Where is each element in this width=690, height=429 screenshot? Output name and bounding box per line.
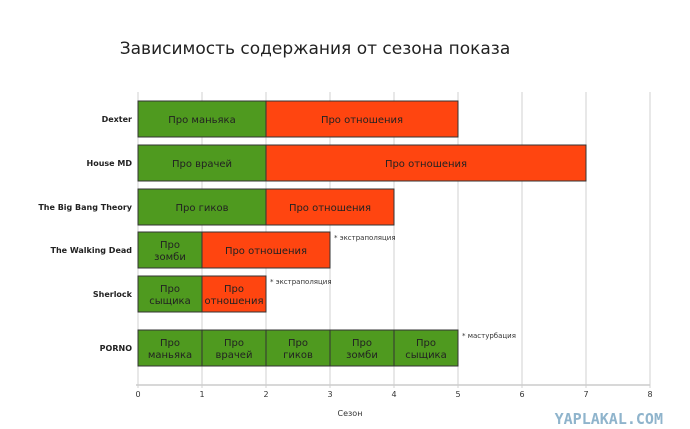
bar-segment [201, 329, 267, 367]
category-label: House MD [87, 159, 133, 168]
bar-segment-label: Про сыщика [405, 338, 446, 361]
annotation-note: * экстраполяция [334, 234, 396, 242]
bar-segment-label: Про отношения [205, 284, 264, 307]
category-label: The Big Bang Theory [38, 203, 132, 212]
bar-segment [265, 100, 459, 138]
bar-segment [137, 188, 267, 226]
x-tick-label: 2 [263, 390, 268, 399]
x-tick-label: 4 [391, 390, 396, 399]
bar-segment [137, 329, 203, 367]
category-label: PORNO [100, 344, 133, 353]
bar-segment-label: Про отношения [289, 203, 371, 214]
watermark: YAPLAKAL.COM [555, 410, 663, 428]
x-tick-label: 0 [135, 390, 140, 399]
x-tick-label: 3 [327, 390, 332, 399]
bar-segment-label: Про зомби [346, 338, 378, 361]
bar-segment-label: Про сыщика [149, 284, 190, 307]
bar-segment-label: Про маньяка [168, 115, 235, 126]
category-label: Dexter [102, 115, 132, 124]
bar-segment [137, 144, 267, 182]
bar-segment-label: Про маньяка [148, 338, 192, 361]
bar-segment-label: Про гиков [283, 338, 313, 361]
bar-segment-label: Про отношения [321, 115, 403, 126]
bar-segment [201, 231, 331, 269]
bar-segment [265, 188, 395, 226]
x-tick-label: 1 [199, 390, 204, 399]
bar-segment [393, 329, 459, 367]
x-axis-label: Сезон [338, 409, 363, 418]
bar-segment-label: Про врачей [216, 338, 253, 361]
x-tick-label: 8 [647, 390, 652, 399]
x-tick-label: 6 [519, 390, 524, 399]
bar-segment [201, 275, 267, 313]
annotation-note: * мастурбация [462, 332, 516, 340]
bar-segment-label: Про отношения [225, 246, 307, 257]
annotation-note: * экстраполяция [270, 278, 332, 286]
x-tick-label: 7 [583, 390, 588, 399]
bar-segment [137, 231, 203, 269]
bar-segment [137, 275, 203, 313]
bar-segment-label: Про врачей [172, 159, 232, 170]
bar-segment [329, 329, 395, 367]
chart-title: Зависимость содержания от сезона показа [120, 39, 511, 59]
bar-segment [265, 144, 587, 182]
bar-segment-label: Про отношения [385, 159, 467, 170]
bar-segment-label: Про гиков [176, 203, 229, 214]
x-tick-label: 5 [455, 390, 460, 399]
bar-segment-label: Про зомби [154, 240, 186, 263]
category-label: The Walking Dead [50, 246, 132, 255]
category-label: Sherlock [93, 290, 133, 299]
